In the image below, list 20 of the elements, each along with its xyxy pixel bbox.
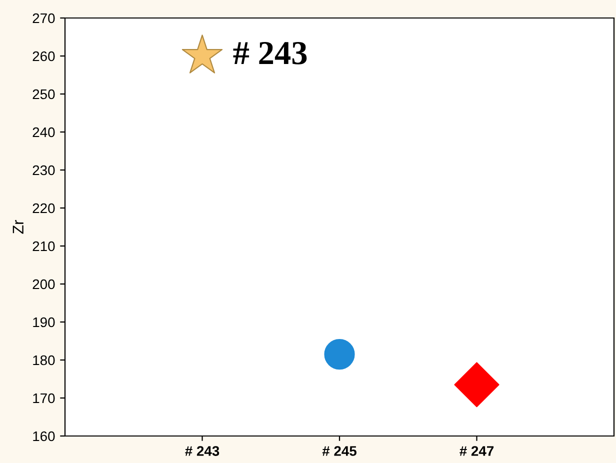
y-tick-label: 180: [33, 355, 55, 366]
x-tick-label: # 247: [460, 446, 494, 456]
x-tick-label: # 243: [185, 446, 220, 456]
y-axis-title: Zr: [12, 220, 24, 234]
point: [454, 362, 500, 408]
y-tick-label: 270: [32, 13, 55, 24]
point: [182, 34, 223, 74]
y-tick-label: 210: [32, 241, 55, 252]
y-tick-label: 240: [32, 127, 55, 138]
y-tick-label: 190: [33, 317, 55, 328]
annotation: # 243: [233, 42, 307, 64]
y-tick-label: 160: [33, 431, 55, 442]
x-tick-label: # 245: [322, 446, 356, 456]
y-tick-label: 260: [32, 51, 55, 62]
y-tick-label: 200: [32, 279, 55, 290]
y-tick-label: 250: [32, 89, 55, 100]
y-tick-label: 220: [32, 203, 55, 214]
y-tick-label: 230: [32, 165, 55, 176]
point: [324, 339, 355, 370]
y-tick-label: 170: [33, 393, 55, 404]
